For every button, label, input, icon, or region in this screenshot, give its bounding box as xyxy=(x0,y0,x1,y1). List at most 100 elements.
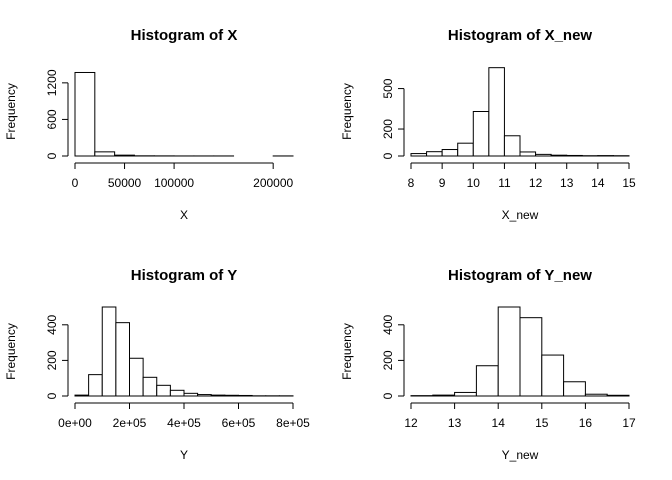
y-tick-label: 400 xyxy=(381,314,395,334)
histogram-bar xyxy=(142,376,158,397)
histogram-bars xyxy=(410,306,630,397)
x-tick-label: 4e+05 xyxy=(167,416,201,430)
histogram-bar xyxy=(129,357,144,397)
y-tick-label: 0 xyxy=(45,392,59,399)
histogram-bar xyxy=(606,394,630,397)
x-tick-label: 12 xyxy=(529,176,543,190)
x-tick-label: 15 xyxy=(535,416,549,430)
x-axis-title: Y xyxy=(180,448,188,462)
x-tick-label: 8 xyxy=(408,176,415,190)
histogram-bar xyxy=(94,151,116,157)
histogram-bars xyxy=(74,71,294,157)
y-axis: 0 200 400 xyxy=(381,314,405,399)
histogram-bar xyxy=(488,67,505,157)
y-tick-label: 0 xyxy=(381,152,395,159)
x-tick-label: 13 xyxy=(560,176,574,190)
y-tick-label: 200 xyxy=(381,119,395,139)
histogram-bar xyxy=(519,317,543,397)
y-tick-label: 1200 xyxy=(45,69,59,96)
x-tick-label: 200000 xyxy=(253,176,293,190)
histogram-bar xyxy=(566,154,583,157)
x-tick-label: 50000 xyxy=(108,176,142,190)
chart-title: Histogram of X xyxy=(131,27,238,44)
y-axis: 0 600 1200 xyxy=(45,69,69,159)
histogram-bar xyxy=(457,142,474,157)
histogram-panel-1: Histogram of X 0 50000 100000 200000 0 600 1200… xyxy=(4,27,294,222)
histogram-panel-4: Histogram of Y_new 12 13 14 15 16 17 0 200 400 Y_n… xyxy=(340,267,636,462)
y-tick-label: 600 xyxy=(45,109,59,129)
histogram-bar xyxy=(101,306,117,397)
histogram-bar xyxy=(197,394,212,397)
x-tick-label: 17 xyxy=(622,416,636,430)
y-tick-label: 0 xyxy=(45,152,59,159)
x-tick-label: 11 xyxy=(498,176,511,190)
y-axis-title: Frequency xyxy=(4,323,18,380)
x-tick-label: 14 xyxy=(591,176,605,190)
histogram-bar xyxy=(238,394,253,397)
y-axis-title: Frequency xyxy=(340,83,354,140)
x-axis: 0 50000 100000 200000 xyxy=(72,162,294,190)
y-tick-label: 500 xyxy=(381,78,395,98)
x-axis: 12 13 14 15 16 17 xyxy=(404,402,636,430)
y-tick-label: 400 xyxy=(45,314,59,334)
histogram-bar xyxy=(550,154,568,157)
histogram-bar xyxy=(169,389,185,397)
histogram-bar xyxy=(503,135,521,157)
x-tick-label: 2e+05 xyxy=(113,416,147,430)
x-tick-label: 16 xyxy=(579,416,593,430)
histogram-bar xyxy=(497,306,521,397)
x-tick-label: 10 xyxy=(467,176,481,190)
histogram-bar xyxy=(210,394,226,397)
histogram-bar xyxy=(454,391,477,397)
chart-title: Histogram of Y xyxy=(131,267,237,284)
histogram-bar xyxy=(519,151,537,157)
histogram-bar xyxy=(432,394,456,397)
chart-title: Histogram of Y_new xyxy=(448,267,592,284)
x-tick-label: 0e+00 xyxy=(58,416,92,430)
x-tick-label: 13 xyxy=(448,416,462,430)
histogram-bar xyxy=(541,354,565,397)
histogram-bar xyxy=(441,149,459,157)
y-axis: 0 200 500 xyxy=(381,78,405,159)
x-tick-label: 15 xyxy=(622,176,636,190)
histogram-bar xyxy=(74,71,96,157)
histogram-panel-2: Histogram of X_new 8 9 10 11 12 13 14 15 0 200 500 X… xyxy=(340,27,636,222)
histogram-bar xyxy=(426,151,443,157)
x-axis-title: Y_new xyxy=(502,448,539,462)
histogram-bars xyxy=(74,306,294,397)
histogram-bar xyxy=(114,154,135,157)
histogram-bar xyxy=(535,153,552,157)
histogram-bar xyxy=(183,392,199,397)
y-tick-label: 0 xyxy=(381,392,395,399)
x-tick-label: 0 xyxy=(72,176,79,190)
x-tick-label: 6e+05 xyxy=(222,416,256,430)
x-axis-title: X_new xyxy=(502,208,539,222)
x-axis-title: X xyxy=(180,208,188,222)
x-tick-label: 12 xyxy=(404,416,418,430)
histogram-bar xyxy=(224,394,239,397)
y-axis-title: Frequency xyxy=(4,83,18,140)
x-tick-label: 14 xyxy=(492,416,506,430)
histogram-bar xyxy=(584,393,608,397)
x-tick-label: 9 xyxy=(439,176,446,190)
histogram-bar xyxy=(74,394,90,397)
histogram-bar xyxy=(410,153,428,157)
x-axis: 8 9 10 11 12 13 14 15 xyxy=(408,162,636,190)
histogram-bar xyxy=(88,374,103,397)
x-tick-label: 100000 xyxy=(154,176,194,190)
histogram-bars xyxy=(410,67,630,157)
chart-title: Histogram of X_new xyxy=(448,27,593,44)
histogram-bar xyxy=(156,384,171,397)
y-tick-label: 200 xyxy=(381,350,395,370)
x-tick-label: 8e+05 xyxy=(276,416,310,430)
histogram-bar xyxy=(475,365,499,397)
histogram-bar xyxy=(115,322,130,397)
histogram-bar xyxy=(472,111,490,157)
histogram-panel-3: Histogram of Y0e+00 2e+05 4e+05 6e+05 8e+050… xyxy=(4,267,310,462)
y-tick-label: 200 xyxy=(45,350,59,370)
y-axis-title: Frequency xyxy=(340,323,354,380)
y-axis: 0 200 400 xyxy=(45,314,69,399)
histogram-bar xyxy=(563,381,586,397)
x-axis: 0e+00 2e+05 4e+05 6e+05 8e+05 xyxy=(58,402,310,430)
